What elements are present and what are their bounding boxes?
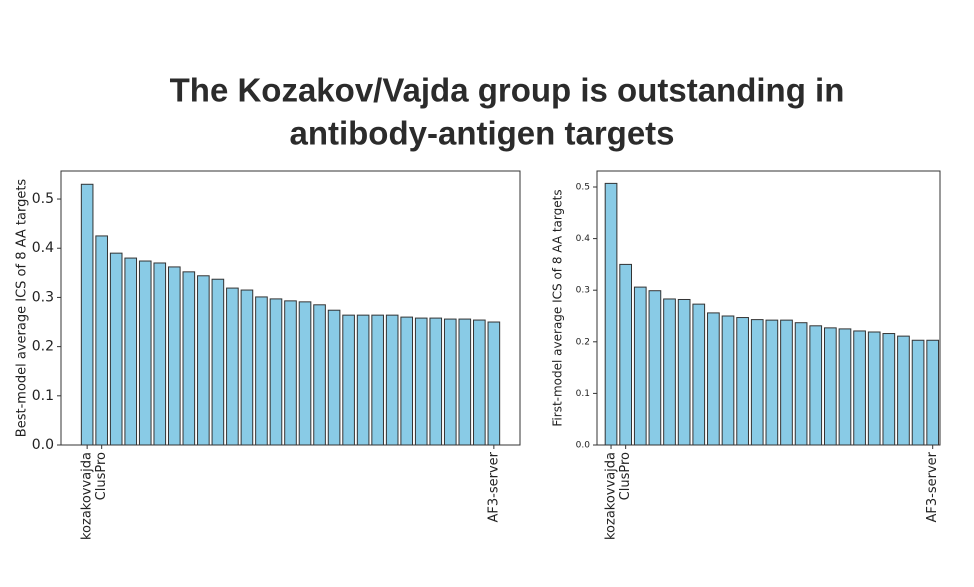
bar — [327, 309, 341, 446]
bar — [926, 339, 940, 446]
bar — [692, 303, 706, 446]
bar — [867, 331, 881, 446]
bar — [794, 322, 808, 446]
bar — [298, 301, 312, 446]
bar — [211, 278, 225, 446]
bar — [604, 182, 618, 446]
title-line: The Kozakov/Vajda group is outstanding i… — [170, 72, 845, 109]
bar — [153, 262, 167, 446]
bar — [853, 330, 866, 446]
bar — [197, 275, 210, 446]
x-tick-label: kozakovvajda — [80, 452, 95, 540]
bar — [95, 235, 108, 446]
bar — [809, 325, 823, 446]
plot-frame — [596, 170, 941, 446]
bar — [633, 286, 647, 446]
bar — [648, 290, 662, 446]
x-tick-label: kozakovvajda — [604, 452, 619, 540]
y-tick-label: 0.2 — [32, 339, 54, 355]
bar — [255, 296, 268, 446]
bar — [882, 333, 896, 446]
y-axis-label: First-model average ICS of 8 AA targets — [551, 189, 565, 426]
bar — [342, 314, 355, 446]
bar — [371, 314, 384, 446]
bar — [80, 183, 94, 446]
bar — [269, 298, 283, 446]
x-tick-label: ClusPro — [94, 452, 109, 500]
y-axis-label: Best-model average ICS of 8 AA targets — [15, 179, 30, 438]
y-tick-label: 0.1 — [576, 389, 590, 399]
bar — [487, 321, 501, 446]
x-tick-label: AF3-server — [925, 451, 940, 522]
bar — [226, 287, 239, 446]
bar — [721, 315, 735, 446]
bar — [182, 271, 196, 446]
y-tick-label: 0.5 — [576, 182, 590, 192]
bar — [313, 304, 326, 446]
bar — [138, 260, 152, 446]
bar — [284, 300, 297, 446]
bar — [736, 317, 749, 446]
y-tick-label: 0.0 — [576, 441, 591, 451]
bar — [167, 266, 181, 446]
y-tick-label: 0.2 — [576, 337, 590, 347]
bar — [765, 319, 779, 446]
bar — [385, 314, 399, 446]
bar — [750, 319, 764, 446]
x-tick-label: AF3-server — [486, 451, 501, 522]
bar — [780, 319, 793, 446]
bar — [897, 335, 910, 446]
y-tick-label: 0.4 — [576, 234, 591, 244]
bar — [443, 318, 457, 446]
plot-frame — [60, 170, 521, 446]
bar — [400, 316, 414, 446]
y-tick-label: 0.4 — [32, 240, 54, 256]
bar — [677, 298, 691, 446]
bar — [473, 319, 486, 446]
y-tick-label: 0.0 — [32, 437, 54, 453]
bar — [240, 289, 254, 446]
bar — [663, 298, 676, 446]
bar — [458, 318, 472, 446]
title-line: antibody-antigen targets — [289, 115, 674, 152]
y-tick-label: 0.5 — [32, 191, 54, 207]
bar — [619, 263, 633, 446]
y-tick-label: 0.3 — [32, 289, 54, 305]
y-tick-label: 0.1 — [32, 388, 54, 404]
bar — [838, 328, 852, 446]
bar — [429, 317, 443, 446]
bar — [823, 327, 837, 446]
bar — [124, 257, 138, 446]
bar — [356, 314, 370, 446]
bar — [911, 339, 925, 446]
x-tick-label: ClusPro — [618, 452, 633, 500]
bar — [414, 317, 428, 446]
y-tick-label: 0.3 — [576, 286, 590, 296]
bar — [109, 252, 123, 446]
bar — [707, 312, 720, 446]
